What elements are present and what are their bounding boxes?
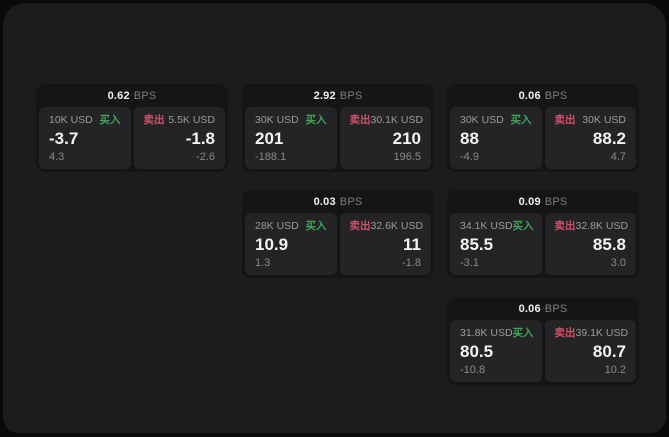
buy-panel[interactable]: 30K USD 买入 201 -188.1 <box>245 107 337 169</box>
quote-card: 0.09 BPS 34.1K USD 买入 85.5 -3.1 卖出 32.8K… <box>447 190 639 278</box>
buy-sub-value: -3.1 <box>460 257 479 269</box>
buy-side-label: 买入 <box>510 114 532 126</box>
sell-amount: 30K USD <box>582 114 626 126</box>
buy-amount: 30K USD <box>460 114 504 126</box>
sell-price: 88.2 <box>592 128 626 148</box>
buy-price: 80.5 <box>460 341 494 361</box>
sell-sub-value: 196.5 <box>393 151 421 163</box>
quote-card: 0.06 BPS 30K USD 买入 88 -4.9 卖出 30K USD 8… <box>447 84 639 172</box>
sell-price: -1.8 <box>185 128 215 148</box>
card-body: 30K USD 买入 201 -188.1 卖出 30.1K USD 210 1… <box>242 107 434 172</box>
buy-price: 201 <box>255 128 284 148</box>
sell-amount: 32.6K USD <box>370 220 424 232</box>
bps-value: 0.03 <box>313 195 336 208</box>
buy-price: 85.5 <box>460 234 494 254</box>
buy-price: 10.9 <box>255 234 289 254</box>
main-panel: 0.62 BPS 10K USD 买入 -3.7 4.3 卖出 5.5K USD… <box>3 3 666 433</box>
sell-panel[interactable]: 卖出 32.8K USD 85.8 3.0 <box>544 213 636 275</box>
sell-amount: 32.8K USD <box>575 220 629 232</box>
sell-sub-value: 4.7 <box>610 151 626 163</box>
sell-side-label: 卖出 <box>554 114 576 126</box>
sell-panel[interactable]: 卖出 32.6K USD 11 -1.8 <box>339 213 431 275</box>
buy-panel[interactable]: 31.8K USD 买入 80.5 -10.8 <box>450 320 542 382</box>
sell-panel[interactable]: 卖出 5.5K USD -1.8 -2.6 <box>133 107 225 169</box>
card-header: 0.03 BPS <box>242 190 434 213</box>
buy-panel[interactable]: 34.1K USD 买入 85.5 -3.1 <box>450 213 542 275</box>
sell-panel[interactable]: 卖出 39.1K USD 80.7 10.2 <box>544 320 636 382</box>
sell-side-label: 卖出 <box>554 327 576 339</box>
buy-panel[interactable]: 10K USD 买入 -3.7 4.3 <box>39 107 131 169</box>
card-body: 10K USD 买入 -3.7 4.3 卖出 5.5K USD -1.8 -2.… <box>36 107 228 172</box>
buy-amount: 30K USD <box>255 114 299 126</box>
buy-sub-value: -10.8 <box>460 364 486 376</box>
sell-amount: 39.1K USD <box>575 327 629 339</box>
bps-unit-label: BPS <box>339 89 363 102</box>
sell-panel[interactable]: 卖出 30K USD 88.2 4.7 <box>544 107 636 169</box>
sell-side-label: 卖出 <box>349 220 371 232</box>
card-header: 0.06 BPS <box>447 84 639 107</box>
card-header: 0.62 BPS <box>36 84 228 107</box>
bps-value: 0.62 <box>107 89 130 102</box>
sell-sub-value: 10.2 <box>604 364 626 376</box>
card-body: 34.1K USD 买入 85.5 -3.1 卖出 32.8K USD 85.8… <box>447 213 639 278</box>
buy-panel[interactable]: 30K USD 买入 88 -4.9 <box>450 107 542 169</box>
sell-panel[interactable]: 卖出 30.1K USD 210 196.5 <box>339 107 431 169</box>
sell-side-label: 卖出 <box>143 114 165 126</box>
buy-amount: 31.8K USD <box>460 327 513 339</box>
buy-amount: 28K USD <box>255 220 299 232</box>
buy-side-label: 买入 <box>512 327 534 339</box>
buy-panel[interactable]: 28K USD 买入 10.9 1.3 <box>245 213 337 275</box>
sell-price: 210 <box>392 128 421 148</box>
buy-price: -3.7 <box>49 128 79 148</box>
card-body: 28K USD 买入 10.9 1.3 卖出 32.6K USD 11 -1.8 <box>242 213 434 278</box>
bps-unit-label: BPS <box>544 195 568 208</box>
bps-unit-label: BPS <box>544 89 568 102</box>
bps-value: 2.92 <box>313 89 336 102</box>
sell-sub-value: -2.6 <box>196 151 215 163</box>
buy-price: 88 <box>460 128 479 148</box>
bps-value: 0.09 <box>518 195 541 208</box>
buy-side-label: 买入 <box>305 114 327 126</box>
sell-price: 85.8 <box>592 234 626 254</box>
buy-sub-value: 4.3 <box>49 151 65 163</box>
card-body: 30K USD 买入 88 -4.9 卖出 30K USD 88.2 4.7 <box>447 107 639 172</box>
card-header: 0.06 BPS <box>447 297 639 320</box>
sell-sub-value: 3.0 <box>610 257 626 269</box>
bps-unit-label: BPS <box>544 302 568 315</box>
buy-amount: 10K USD <box>49 114 93 126</box>
buy-sub-value: -4.9 <box>460 151 479 163</box>
card-header: 0.09 BPS <box>447 190 639 213</box>
sell-amount: 30.1K USD <box>370 114 424 126</box>
quote-card: 0.06 BPS 31.8K USD 买入 80.5 -10.8 卖出 39.1… <box>447 297 639 385</box>
quote-card: 2.92 BPS 30K USD 买入 201 -188.1 卖出 30.1K … <box>242 84 434 172</box>
sell-side-label: 卖出 <box>349 114 371 126</box>
buy-amount: 34.1K USD <box>460 220 513 232</box>
card-body: 31.8K USD 买入 80.5 -10.8 卖出 39.1K USD 80.… <box>447 320 639 385</box>
buy-side-label: 买入 <box>305 220 327 232</box>
buy-sub-value: -188.1 <box>255 151 287 163</box>
buy-sub-value: 1.3 <box>255 257 271 269</box>
bps-value: 0.06 <box>518 89 541 102</box>
bps-value: 0.06 <box>518 302 541 315</box>
quote-card: 0.03 BPS 28K USD 买入 10.9 1.3 卖出 32.6K US… <box>242 190 434 278</box>
sell-sub-value: -1.8 <box>402 257 421 269</box>
card-header: 2.92 BPS <box>242 84 434 107</box>
quote-card: 0.62 BPS 10K USD 买入 -3.7 4.3 卖出 5.5K USD… <box>36 84 228 172</box>
sell-amount: 5.5K USD <box>168 114 215 126</box>
sell-side-label: 卖出 <box>554 220 576 232</box>
bps-unit-label: BPS <box>339 195 363 208</box>
sell-price: 80.7 <box>592 341 626 361</box>
bps-unit-label: BPS <box>133 89 157 102</box>
sell-price: 11 <box>403 234 421 254</box>
buy-side-label: 买入 <box>99 114 121 126</box>
buy-side-label: 买入 <box>512 220 534 232</box>
